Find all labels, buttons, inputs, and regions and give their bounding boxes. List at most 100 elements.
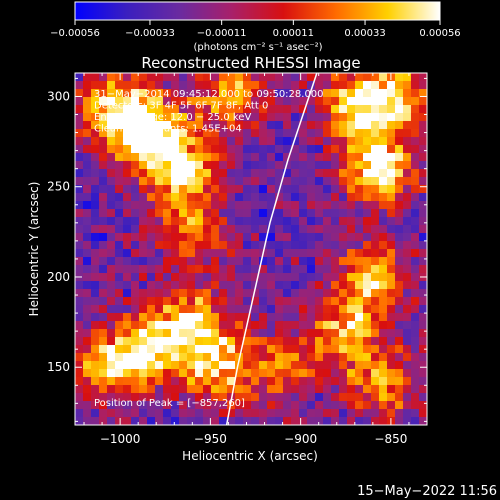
heatmap-cell xyxy=(251,177,260,186)
heatmap-cell xyxy=(323,193,332,202)
heatmap-cell xyxy=(403,193,412,202)
heatmap-cell xyxy=(315,249,324,258)
heatmap-cell xyxy=(107,241,116,250)
heatmap-cell xyxy=(299,409,308,418)
heatmap-cell xyxy=(171,329,180,338)
heatmap-cell xyxy=(123,345,132,354)
heatmap-cell xyxy=(147,409,156,418)
heatmap-cell xyxy=(411,161,420,170)
heatmap-cell xyxy=(275,369,284,378)
heatmap-cell xyxy=(139,329,148,338)
heatmap-cell xyxy=(275,153,284,162)
heatmap-cell xyxy=(331,201,340,210)
heatmap-cell xyxy=(411,105,420,114)
heatmap-cell xyxy=(115,137,124,146)
heatmap-cell xyxy=(235,297,244,306)
heatmap-cell xyxy=(387,369,396,378)
annotation-line: Clean Total counts: 1.45E+04 xyxy=(94,124,242,135)
heatmap-cell xyxy=(243,345,252,354)
heatmap-cell xyxy=(211,81,220,90)
heatmap-cell xyxy=(323,225,332,234)
heatmap-cell xyxy=(139,289,148,298)
heatmap-cell xyxy=(235,305,244,314)
heatmap-cell xyxy=(411,193,420,202)
heatmap-cell xyxy=(419,97,427,106)
heatmap-cell xyxy=(267,233,276,242)
heatmap-cell xyxy=(411,201,420,210)
heatmap-cell xyxy=(235,265,244,274)
heatmap-cell xyxy=(259,209,268,218)
heatmap-cell xyxy=(107,81,116,90)
heatmap-cell xyxy=(379,129,388,138)
heatmap-cell xyxy=(155,89,164,98)
heatmap-cell xyxy=(243,369,252,378)
heatmap-cell xyxy=(203,273,212,282)
heatmap-cell xyxy=(347,401,356,410)
heatmap-cell xyxy=(259,313,268,322)
heatmap-cell xyxy=(75,217,84,226)
heatmap-cell xyxy=(299,129,308,138)
heatmap-cell xyxy=(75,281,84,290)
heatmap-cell xyxy=(83,345,92,354)
heatmap-cell xyxy=(219,353,228,362)
heatmap-cell xyxy=(315,201,324,210)
heatmap-cell xyxy=(355,297,364,306)
heatmap-cell xyxy=(179,377,188,386)
heatmap-cell xyxy=(107,225,116,234)
colorbar-tick-label: −0.00056 xyxy=(50,28,100,39)
heatmap-cell xyxy=(291,385,300,394)
heatmap-cell xyxy=(355,393,364,402)
heatmap-cell xyxy=(395,385,404,394)
heatmap-cell xyxy=(243,289,252,298)
heatmap-cell xyxy=(83,401,92,410)
heatmap-cell xyxy=(331,193,340,202)
heatmap-cell xyxy=(419,169,427,178)
heatmap-cell xyxy=(419,73,427,82)
heatmap-cell xyxy=(171,121,180,130)
heatmap-cell xyxy=(307,209,316,218)
heatmap-cell xyxy=(323,241,332,250)
heatmap-cell xyxy=(419,233,427,242)
heatmap-cell xyxy=(75,225,84,234)
heatmap-cell xyxy=(419,209,427,218)
heatmap-cell xyxy=(419,185,427,194)
heatmap-cell xyxy=(203,337,212,346)
heatmap-cell xyxy=(387,105,396,114)
heatmap-cell xyxy=(227,385,236,394)
heatmap-cell xyxy=(251,257,260,266)
heatmap-cell xyxy=(195,193,204,202)
heatmap-cell xyxy=(307,145,316,154)
heatmap-cell xyxy=(139,81,148,90)
heatmap-cell xyxy=(83,409,92,418)
heatmap-cell xyxy=(267,417,276,425)
heatmap-cell xyxy=(155,81,164,90)
heatmap-cell xyxy=(315,193,324,202)
heatmap-cell xyxy=(379,169,388,178)
heatmap-cell xyxy=(211,369,220,378)
heatmap-cell xyxy=(387,217,396,226)
heatmap-cell xyxy=(395,169,404,178)
heatmap-cell xyxy=(291,73,300,82)
heatmap-cell xyxy=(227,417,236,425)
heatmap-cell xyxy=(347,345,356,354)
heatmap-cell xyxy=(139,377,148,386)
heatmap-cell xyxy=(339,345,348,354)
heatmap-cell xyxy=(347,377,356,386)
colorbar-tick-label: −0.00011 xyxy=(197,28,247,39)
heatmap-cell xyxy=(115,265,124,274)
heatmap-cell xyxy=(323,361,332,370)
heatmap-cell xyxy=(99,257,108,266)
heatmap-cell xyxy=(147,225,156,234)
heatmap-cell xyxy=(395,313,404,322)
heatmap-cell xyxy=(235,121,244,130)
heatmap-cell xyxy=(187,193,196,202)
heatmap-cell xyxy=(139,313,148,322)
heatmap-cell xyxy=(163,297,172,306)
heatmap-cell xyxy=(291,361,300,370)
heatmap-cell xyxy=(83,257,92,266)
heatmap-cell xyxy=(419,361,427,370)
heatmap-cell xyxy=(371,113,380,122)
heatmap-cell xyxy=(331,113,340,122)
heatmap-cell xyxy=(395,177,404,186)
heatmap-cell xyxy=(75,345,84,354)
